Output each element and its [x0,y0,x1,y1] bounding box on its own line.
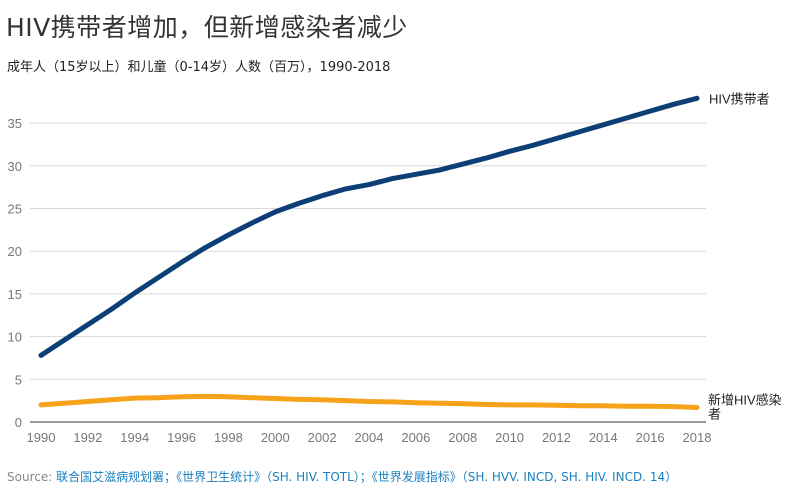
x-tick-label: 2006 [401,430,430,445]
x-tick-label: 1998 [214,430,243,445]
y-tick-label: 0 [15,415,22,430]
y-tick-label: 20 [8,244,22,259]
x-tick-label: 2000 [261,430,290,445]
source-note: Source: 联合国艾滋病规划署；《世界卫生统计》（SH. HIV. TOTL… [7,468,677,485]
x-tick-label: 2012 [542,430,571,445]
x-tick-label: 1992 [73,430,102,445]
y-tick-label: 5 [15,372,22,387]
y-axis-ticks: 0 5 10 15 20 25 30 35 [8,116,22,430]
series-line-1 [38,393,700,410]
x-tick-label: 2010 [495,430,524,445]
x-tick-label: 2002 [308,430,337,445]
series-label-hiv-carriers: HIV携带者 [709,91,770,106]
x-tick-label: 2004 [355,430,384,445]
series-line-0 [38,95,700,358]
source-link[interactable]: 联合国艾滋病规划署；《世界卫生统计》（SH. HIV. TOTL）；《世界发展指… [56,470,678,484]
label-line-1: 新增HIV感染 [708,392,782,407]
gridlines [30,122,706,380]
y-tick-label: 10 [8,330,22,345]
chart-title: HIV携带者增加，但新增感染者减少 [6,13,408,42]
x-tick-label: 2016 [636,430,665,445]
label-line-2: 者 [708,406,721,421]
y-tick-label: 15 [8,287,22,302]
x-tick-label: 2008 [448,430,477,445]
x-axis-ticks: 1990 1992 1994 1996 1998 2000 2002 2004 2006 2008… [27,430,712,445]
x-tick-label: 2014 [589,430,618,445]
x-tick-label: 1994 [120,430,149,445]
series-label-new-infections: 新增HIV感染者 [708,392,782,421]
y-tick-label: 35 [8,116,22,131]
y-tick-label: 25 [8,202,22,217]
x-tick-label: 2018 [683,430,712,445]
x-tick-label: 1990 [27,430,56,445]
y-tick-label: 30 [8,159,22,174]
series-lines [38,95,700,410]
line-chart: 0 5 10 15 20 25 30 35 1990 1992 1994 1996 1998 2000 2… [8,91,782,445]
x-tick-label: 1996 [167,430,196,445]
chart-subtitle: 成年人（15岁以上）和儿童（0-14岁）人数（百万），1990-2018 [7,60,391,75]
source-label: Source: [7,470,53,484]
